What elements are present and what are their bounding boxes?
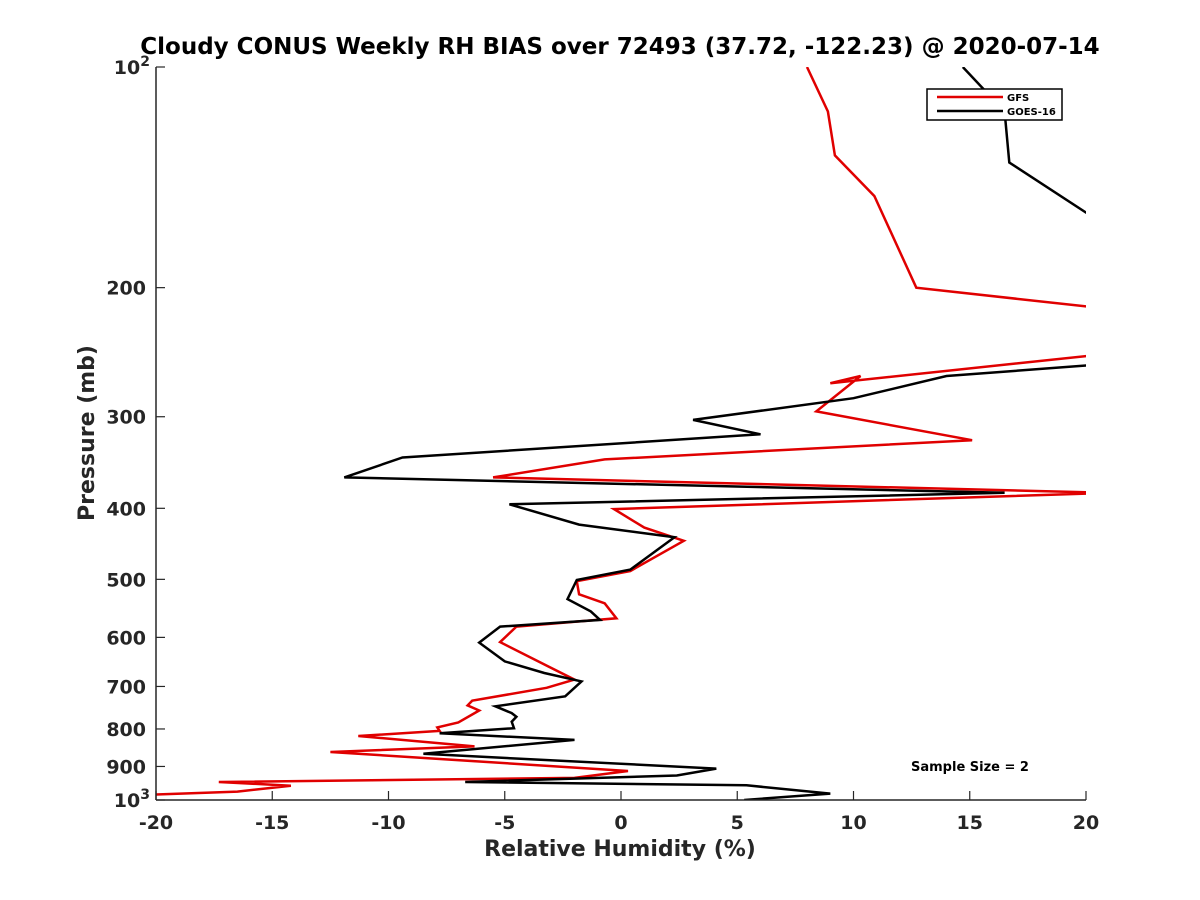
y-tick-label: 103 [114, 787, 150, 812]
series-line-gfs [156, 67, 1086, 796]
y-tick-label: 800 [106, 719, 146, 741]
y-tick-label: 400 [106, 498, 146, 520]
x-tick-label: -15 [255, 812, 289, 834]
y-tick-label: 102 [114, 54, 150, 79]
axes-layer: -20 -15 -10 -5 0 5 10 15 20 102 200 300 400 500 600 700… [106, 54, 1099, 834]
plot-area [156, 67, 1086, 800]
legend-gfs-label: GFS [1007, 93, 1029, 104]
y-tick-label: 600 [106, 627, 146, 649]
plot-background [156, 67, 1086, 800]
x-tick-label: 10 [840, 812, 866, 834]
legend: GFS GOES-16 [926, 88, 1063, 121]
sample-size-annotation: Sample Size = 2 [911, 760, 1029, 775]
y-tick-label: 500 [106, 569, 146, 591]
chart-title: Cloudy CONUS Weekly RH BIAS over 72493 (… [140, 34, 1099, 60]
legend-box [926, 88, 1063, 121]
x-axis-label: Relative Humidity (%) [484, 837, 756, 862]
y-tick-label: 200 [106, 278, 146, 300]
x-tick-label: 0 [614, 812, 627, 834]
y-axis-label: Pressure (mb) [75, 345, 100, 521]
y-tick-label: 900 [106, 756, 146, 778]
legend-goes16-label: GOES-16 [1007, 107, 1056, 118]
x-tick-label: -10 [371, 812, 405, 834]
x-tick-label: -20 [139, 812, 173, 834]
x-tick-label: 15 [957, 812, 983, 834]
x-tick-label: -5 [494, 812, 515, 834]
y-tick-label: 700 [106, 676, 146, 698]
x-tick-label: 5 [731, 812, 744, 834]
x-tick-label: 20 [1073, 812, 1099, 834]
y-tick-label: 300 [106, 407, 146, 429]
